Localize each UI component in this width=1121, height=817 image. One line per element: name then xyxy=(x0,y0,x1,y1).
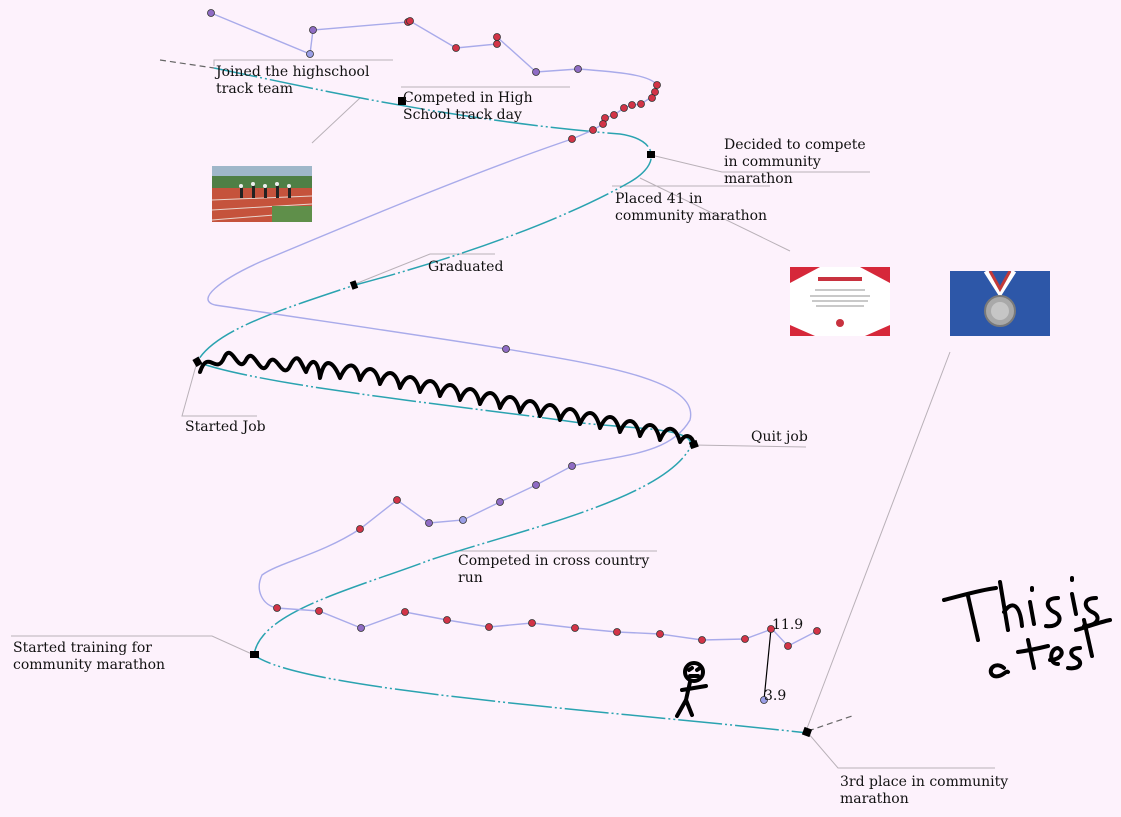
data-point xyxy=(653,81,661,89)
data-point xyxy=(760,696,768,704)
timeline-end-dash xyxy=(807,715,853,732)
data-point xyxy=(315,607,323,615)
data-point xyxy=(357,624,365,632)
data-point xyxy=(574,65,582,73)
data-line xyxy=(207,12,818,647)
milestone-label-decided-marathon: Decided to compete in community marathon xyxy=(724,137,866,187)
data-point xyxy=(496,498,504,506)
data-label-high: 11.9 xyxy=(772,617,804,633)
data-point xyxy=(356,525,364,533)
data-point xyxy=(589,126,597,134)
data-point xyxy=(406,17,414,25)
leader-lines xyxy=(11,59,995,769)
data-point xyxy=(207,9,215,17)
running-track-photo xyxy=(212,166,312,222)
data-point xyxy=(493,33,501,41)
data-point xyxy=(568,135,576,143)
handwritten-text xyxy=(942,576,1112,679)
data-point xyxy=(425,519,433,527)
leader-started-training xyxy=(11,635,255,656)
data-point xyxy=(698,636,706,644)
milestone-label-cross-country: Competed in cross country run xyxy=(458,553,650,586)
data-point xyxy=(599,120,607,128)
leader-started-job xyxy=(181,361,257,417)
timeline-curve xyxy=(195,67,809,734)
data-point xyxy=(502,345,510,353)
milestone-label-high-school-track-day: Competed in High School track day xyxy=(403,90,533,123)
milestone-label-started-job: Started Job xyxy=(185,419,266,435)
milestone-marker xyxy=(647,151,655,158)
milestone-markers xyxy=(192,97,813,738)
data-point xyxy=(401,608,409,616)
data-point xyxy=(393,496,401,504)
data-points xyxy=(207,9,821,704)
medal-image xyxy=(950,271,1050,336)
leader-graduated xyxy=(354,253,495,285)
data-point xyxy=(306,50,314,58)
milestone-marker xyxy=(801,726,813,738)
value-stem xyxy=(763,628,772,701)
timeline-start-dash xyxy=(159,59,215,69)
leader-joined xyxy=(213,59,393,66)
leader-placed xyxy=(612,177,791,252)
milestone-label-started-training: Started training for community marathon xyxy=(13,640,166,673)
data-point xyxy=(532,481,540,489)
data-point xyxy=(309,26,317,34)
data-point xyxy=(767,625,775,633)
milestone-marker xyxy=(250,651,259,658)
data-point xyxy=(273,604,281,612)
data-point xyxy=(620,104,628,112)
data-point xyxy=(493,40,501,48)
milestone-marker xyxy=(398,97,406,105)
data-point xyxy=(528,619,536,627)
data-point xyxy=(813,627,821,635)
certificate-image xyxy=(790,267,890,336)
data-point xyxy=(784,642,792,650)
data-point xyxy=(628,101,636,109)
milestone-label-placed-41: Placed 41 in community marathon xyxy=(615,191,768,224)
leader-track-day xyxy=(311,86,570,144)
data-point xyxy=(637,100,645,108)
data-point xyxy=(568,462,576,470)
stick-figure xyxy=(675,661,708,718)
milestone-marker xyxy=(349,280,359,290)
data-point xyxy=(452,44,460,52)
milestone-label-quit-job: Quit job xyxy=(751,429,808,445)
data-label-low: 3.9 xyxy=(764,688,787,704)
data-point xyxy=(532,68,540,76)
leader-quit-job xyxy=(693,444,807,448)
milestone-marker xyxy=(192,356,203,367)
data-point xyxy=(610,111,618,119)
data-point xyxy=(613,628,621,636)
data-point xyxy=(459,516,467,524)
scribble-annotation xyxy=(198,350,696,446)
leader-decided xyxy=(650,154,870,173)
milestone-label-third-place: 3rd place in community marathon xyxy=(840,774,1009,807)
data-point xyxy=(571,624,579,632)
milestone-label-graduated: Graduated xyxy=(428,259,504,275)
data-point xyxy=(648,94,656,102)
data-point xyxy=(443,616,451,624)
data-point xyxy=(651,88,659,96)
data-point xyxy=(485,623,493,631)
data-point xyxy=(656,630,664,638)
milestone-label-joined-track-team: Joined the highschool track team xyxy=(216,64,370,97)
data-point xyxy=(741,635,749,643)
leader-third-place xyxy=(805,351,995,769)
